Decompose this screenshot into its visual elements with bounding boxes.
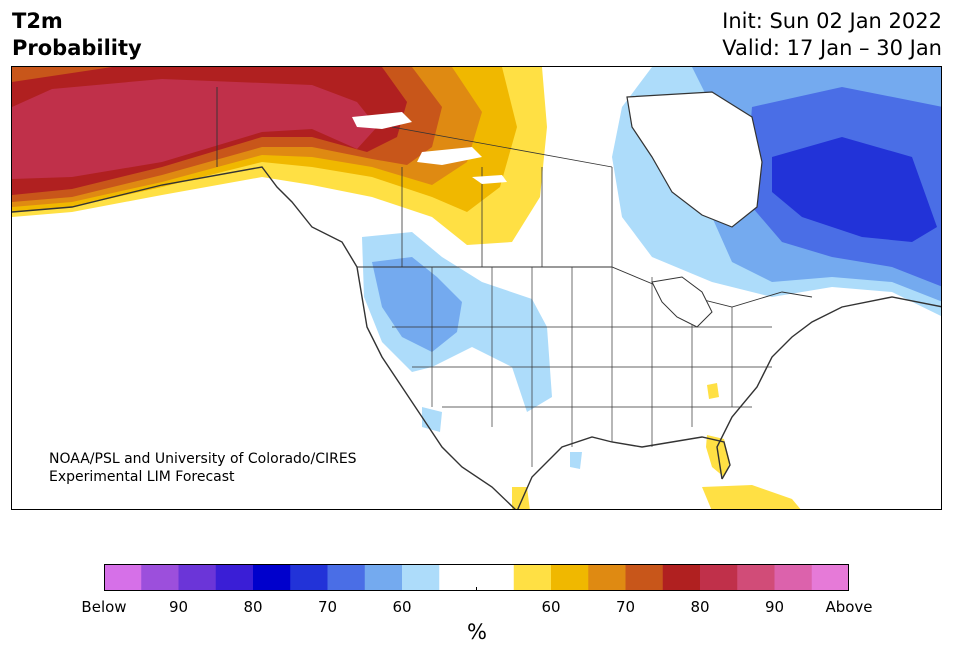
colorbar-tick-label: 70 [317,598,338,616]
west-cool-tx [570,452,582,469]
colorbar-tick-labels: Below 90 80 70 60 60 70 80 90 Above [0,598,953,618]
great-slave-lake [417,147,482,165]
product-label: Probability [12,36,142,60]
colorbar-tick-label: 80 [243,598,263,616]
valid-range: Valid: 17 Jan – 30 Jan [722,36,942,60]
colorbar-tick-label: 80 [690,598,710,616]
colorbar-tick-label: Above [825,598,873,616]
variable-label: T2m [12,9,63,33]
credit-line-2: Experimental LIM Forecast [49,469,235,485]
colorbar-tick-label: Below [81,598,127,616]
colorbar-swatch [104,564,142,591]
colorbar-tick-label: 70 [615,598,636,616]
colorbar-swatch [215,564,254,591]
map-title: T2m Probability [12,8,142,62]
colorbar-swatch [774,564,813,591]
colorbar-swatch [364,564,403,591]
colorbar-swatch [476,564,515,591]
coastline-east [716,296,941,480]
west-cool-gulf [422,407,442,432]
west-cool-65 [372,257,462,352]
colorbar-swatch [290,564,328,591]
colorbar-swatch [625,564,664,591]
colorbar-swatch [551,564,589,591]
colorbar-tick-label: 90 [168,598,189,616]
coastline-west [12,166,516,509]
probability-colorbar [104,564,849,591]
colorbar-swatch [513,564,552,591]
warm-zone-south [512,487,530,509]
warm-zone-georgia [707,383,719,399]
colorbar-unit: % [467,620,487,644]
hudson-bay [626,91,763,228]
credit-text: NOAA/PSL and University of Colorado/CIRE… [49,450,357,486]
warm-zone-cuba [702,485,801,509]
colorbar-swatch [811,564,849,591]
great-lakes [651,276,713,328]
map-canvas [12,67,941,509]
us-states [392,267,772,467]
date-info: Init: Sun 02 Jan 2022 Valid: 17 Jan – 30… [722,8,942,62]
colorbar-tick-label: 90 [764,598,785,616]
colorbar-swatch [588,564,626,591]
credit-line-1: NOAA/PSL and University of Colorado/CIRE… [49,451,357,467]
forecast-map [11,66,942,510]
colorbar-swatch [700,564,738,591]
colorbar-swatch [327,564,366,591]
colorbar-tick-label: 60 [392,598,412,616]
colorbar-tick-label: 60 [541,598,561,616]
lake-athabasca [472,175,507,184]
colorbar-swatch [141,564,179,591]
warm-zone-85 [12,79,377,179]
colorbar-swatch [439,564,477,591]
colorbar-swatch [402,564,440,591]
init-date: Init: Sun 02 Jan 2022 [722,9,942,33]
colorbar-swatch [662,564,701,591]
canada-provinces [391,126,613,267]
colorbar-swatch [178,564,217,591]
great-bear-lake [352,112,412,129]
colorbar-swatch [253,564,291,591]
coastline-gulf [517,436,731,509]
cool-zone-75 [772,137,937,242]
colorbar-swatch [737,564,775,591]
